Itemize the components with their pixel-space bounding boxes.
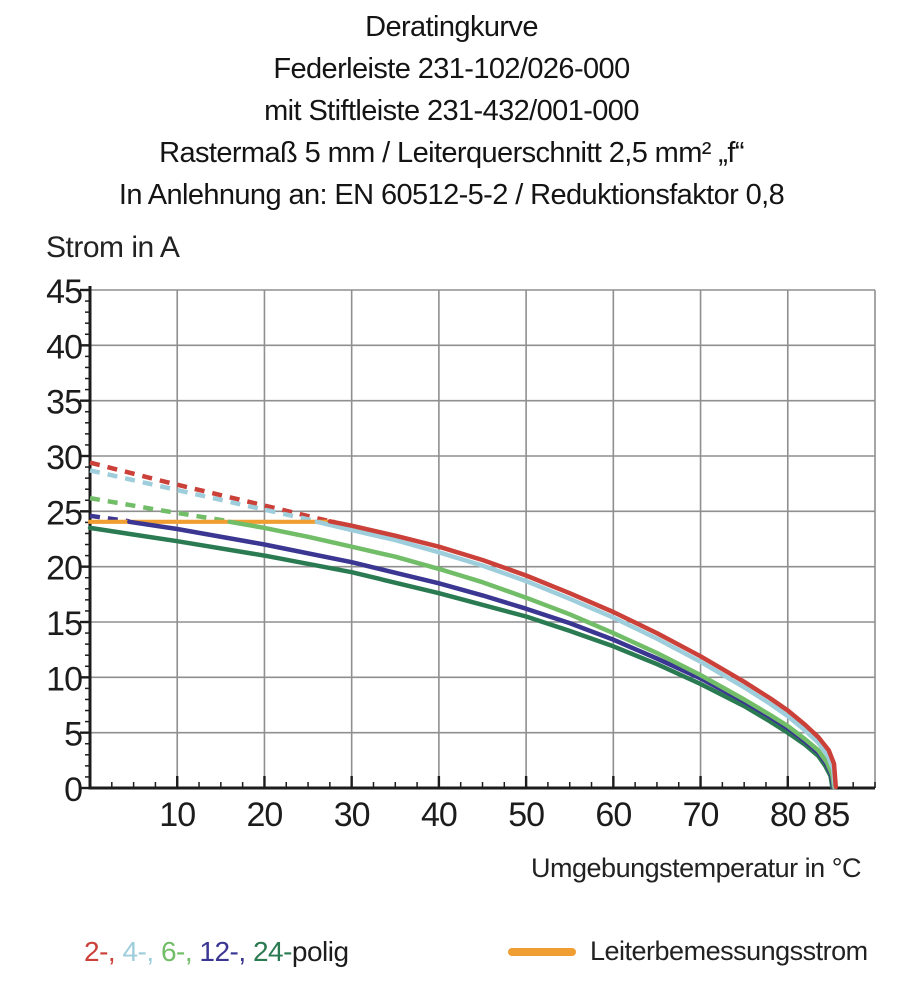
series-4-polig — [314, 519, 838, 790]
pole-legend-item: 6-, — [160, 936, 200, 967]
y-tick-label: 15 — [46, 605, 82, 643]
y-tick-label: 45 — [46, 273, 82, 311]
y-tick-label: 20 — [46, 550, 82, 588]
title-line-1: Deratingkurve — [365, 11, 538, 43]
title-line-5: In Anlehnung an: EN 60512-5-2 / Reduktio… — [118, 179, 785, 211]
series-6-polig-unlimited — [89, 495, 230, 524]
x-tick-label: 70 — [683, 796, 719, 834]
y-tick-label: 0 — [64, 771, 82, 809]
series-6-polig — [227, 519, 837, 790]
y-tick-label: 30 — [46, 439, 82, 477]
pole-legend-item: 4-, — [122, 936, 161, 967]
chart-title-block: Deratingkurve Federleiste 231-102/026-00… — [0, 6, 903, 216]
x-axis-label: Umgebungstemperatur in °C — [531, 853, 861, 883]
rated-current-line-swatch — [508, 947, 576, 956]
x-tick-label: 85 — [813, 796, 849, 834]
title-line-2: Federleiste 231-102/026-000 — [273, 53, 630, 85]
pole-legend-item: 24- — [252, 936, 292, 967]
title-line-4: Rastermaß 5 mm / Leiterquerschnitt 2,5 m… — [159, 137, 744, 169]
pole-legend-item: 12-, — [199, 936, 253, 967]
x-tick-label: 10 — [159, 796, 195, 834]
x-tick-label: 50 — [508, 796, 544, 834]
pole-legend-suffix: polig — [291, 936, 349, 967]
x-tick-label: 30 — [334, 796, 370, 834]
pole-legend-item: 2-, — [84, 936, 123, 967]
x-tick-label: 80 — [770, 796, 806, 834]
series-12-polig-unlimited — [89, 513, 130, 524]
poles-legend: 2-, 4-, 6-, 12-, 24-polig — [84, 936, 349, 968]
series-4-polig-unlimited — [89, 468, 318, 524]
y-tick-label: 5 — [64, 716, 82, 754]
y-tick-label: 35 — [46, 384, 82, 422]
y-tick-label: 40 — [46, 328, 82, 366]
y-tick-label: 10 — [46, 660, 82, 698]
rated-current-label: Leiterbemessungsstrom — [590, 936, 868, 966]
series-2-polig-unlimited — [89, 460, 331, 524]
series-2-polig — [327, 519, 839, 790]
x-tick-label: 20 — [247, 796, 283, 834]
y-tick-label: 25 — [46, 494, 82, 532]
x-tick-label: 60 — [595, 796, 631, 834]
y-axis-label: Strom in A — [46, 231, 180, 264]
rated-current-legend: Leiterbemessungsstrom — [508, 936, 868, 967]
title-line-3: mit Stiftleiste 231-432/001-000 — [264, 95, 639, 127]
x-tick-label: 40 — [421, 796, 457, 834]
